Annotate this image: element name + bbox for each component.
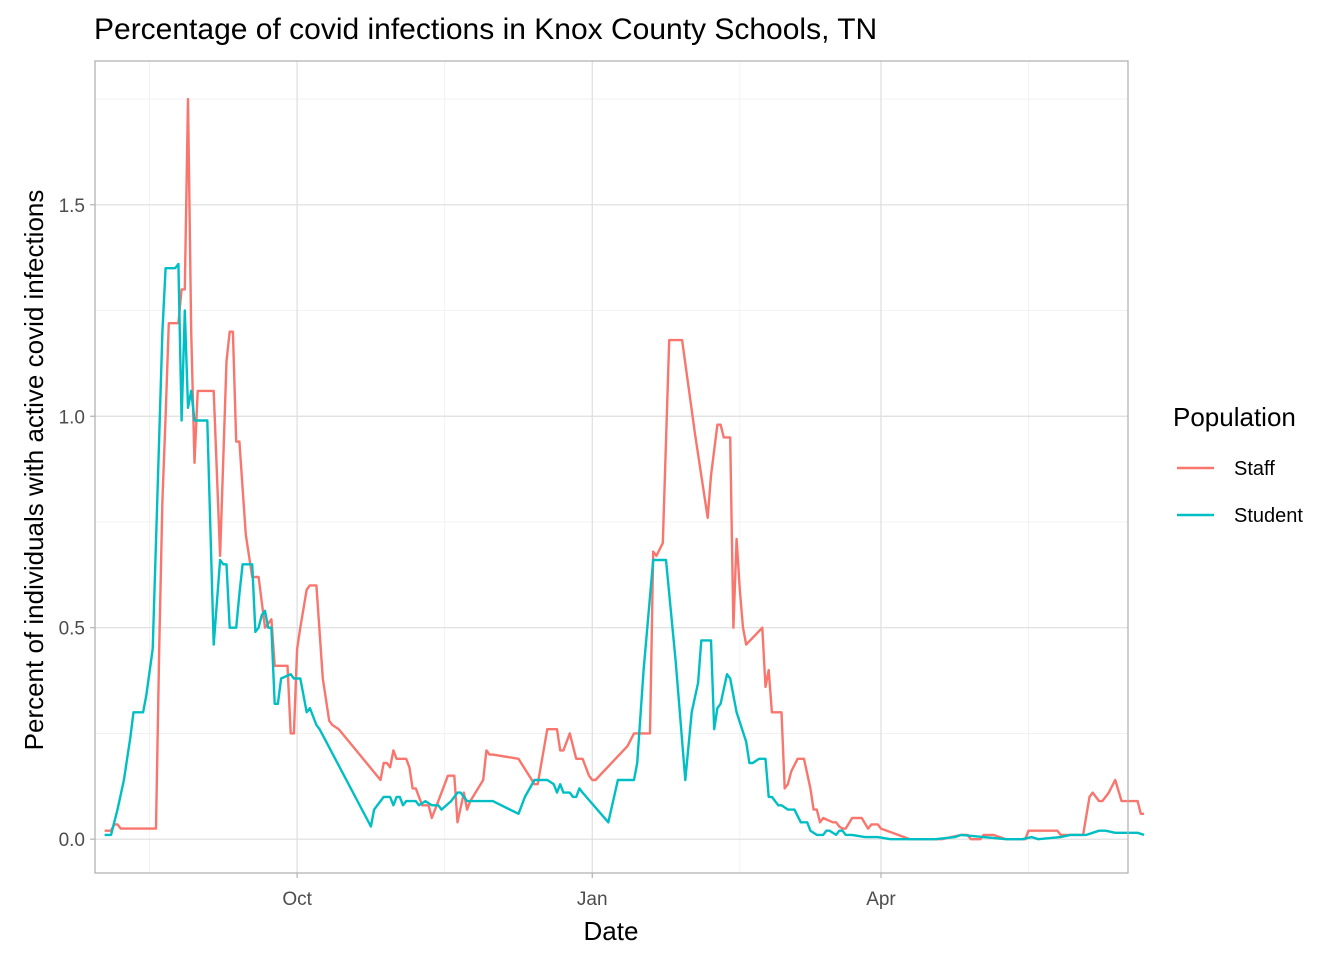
x-axis-title: Date — [584, 916, 639, 946]
legend-label: Staff — [1234, 458, 1275, 480]
y-tick-label: 1.0 — [59, 407, 85, 428]
y-tick-label: 0.0 — [59, 830, 85, 851]
legend-item-student: Student — [1177, 505, 1303, 527]
y-tick-label: 0.5 — [59, 619, 85, 640]
series-line-student — [104, 262, 1145, 841]
y-tick-label: 1.5 — [59, 196, 85, 217]
legend-items: Staff Student — [1177, 458, 1303, 527]
x-axis-ticks: Oct Jan Apr — [282, 873, 896, 910]
minor-gridlines — [95, 61, 1128, 873]
series-lines — [104, 97, 1145, 841]
legend-title: Population — [1173, 402, 1296, 432]
x-tick-label: Apr — [866, 889, 896, 910]
major-gridlines — [95, 61, 1128, 873]
legend-label: Student — [1234, 505, 1303, 527]
chart-title: Percentage of covid infections in Knox C… — [94, 13, 877, 46]
plot-panel-border — [94, 60, 1129, 874]
legend-item-staff: Staff — [1177, 458, 1275, 480]
y-axis-title: Percent of individuals with active covid… — [19, 190, 49, 751]
x-tick-label: Jan — [577, 889, 608, 910]
x-tick-label: Oct — [282, 889, 312, 910]
series-line-staff — [104, 97, 1144, 841]
legend: Population Staff Student — [1173, 402, 1303, 527]
y-axis-ticks: 0.0 0.5 1.0 1.5 — [59, 196, 95, 851]
